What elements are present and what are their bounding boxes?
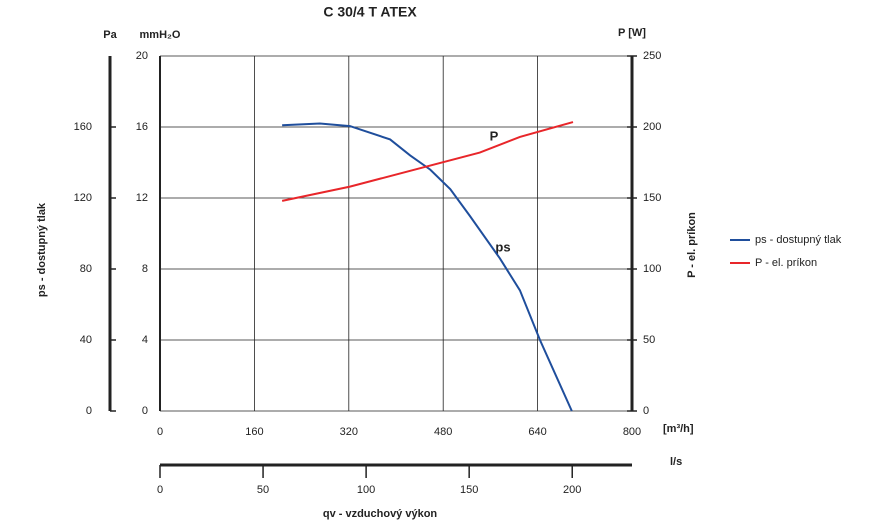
x-tick-label: 480 [434,426,452,438]
y2-tick-label: 200 [643,121,661,133]
y2-tick-label: 50 [643,334,655,346]
x2-tick-label: 50 [257,484,269,496]
y2-label: P - el. príkon [686,212,698,278]
x-tick-label: 160 [245,426,263,438]
y-tick-label: 12 [136,192,148,204]
legend-label: ps - dostupný tlak [755,234,842,246]
x-tick-label: 320 [340,426,358,438]
x2-tick-label: 100 [357,484,375,496]
x-tick-label: 640 [528,426,546,438]
x-label: qv - vzduchový výkon [323,508,438,520]
y3-tick-label: 160 [74,121,92,133]
y2-tick-label: 150 [643,192,661,204]
series-line [281,121,574,202]
y-tick-label: 0 [142,405,148,417]
y3-tick-label: 40 [80,334,92,346]
series-line [282,122,573,412]
x-unit: [m³/h] [663,423,694,435]
y-tick-label: 16 [136,121,148,133]
chart-title: C 30/4 T ATEX [323,4,417,20]
x2-unit: l/s [670,456,682,468]
y3-tick-label: 0 [86,405,92,417]
y3-tick-label: 80 [80,263,92,275]
x2-tick-label: 200 [563,484,581,496]
y2-tick-label: 100 [643,263,661,275]
y3-unit: Pa [103,29,117,41]
y-label: ps - dostupný tlak [36,202,48,297]
legend-label: P - el. príkon [755,257,817,269]
y2-tick-label: 0 [643,405,649,417]
y-tick-label: 4 [142,334,148,346]
y2-unit: P [W] [618,27,646,39]
x-tick-label: 800 [623,426,641,438]
x2-tick-label: 0 [157,484,163,496]
annotation: P [490,128,499,143]
y-tick-label: 20 [136,50,148,62]
y-unit: mmH₂O [140,29,181,41]
x2-tick-label: 150 [460,484,478,496]
y3-tick-label: 120 [74,192,92,204]
annotation: ps [495,239,510,254]
y2-tick-label: 250 [643,50,661,62]
y-tick-label: 8 [142,263,148,275]
x-tick-label: 0 [157,426,163,438]
